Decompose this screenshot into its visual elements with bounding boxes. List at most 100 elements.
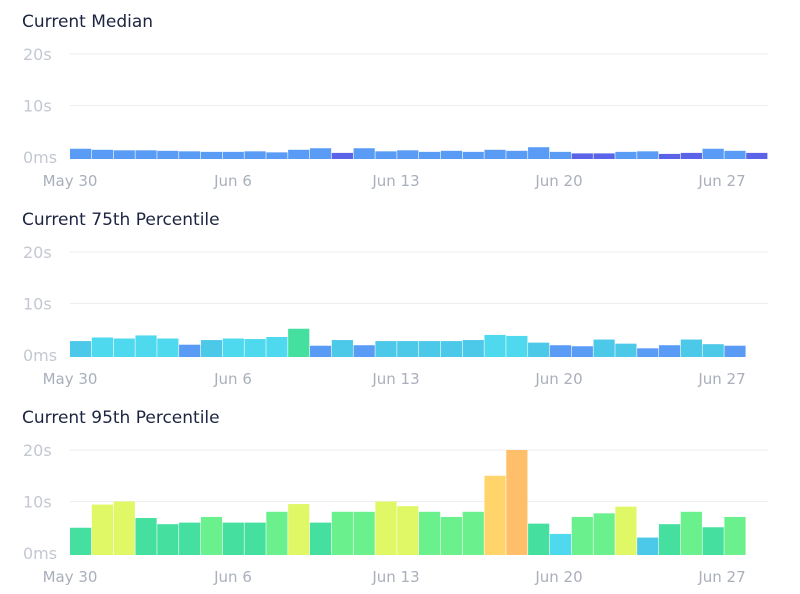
bar[interactable] — [135, 517, 157, 555]
bar[interactable] — [309, 522, 332, 555]
bar[interactable] — [397, 341, 419, 357]
bar[interactable] — [702, 148, 724, 159]
bar[interactable] — [702, 527, 724, 555]
bar[interactable] — [506, 335, 528, 357]
bar[interactable] — [593, 153, 615, 159]
bar[interactable] — [157, 338, 179, 357]
bar[interactable] — [91, 504, 114, 555]
bar[interactable] — [528, 523, 550, 555]
bar-chart-median: 0ms 10s 20s May 30 Jun 6 Jun 13 Jun 20 Jun 27 — [23, 45, 768, 190]
bar[interactable] — [440, 150, 463, 159]
bar[interactable] — [309, 345, 332, 357]
bar[interactable] — [157, 150, 179, 159]
bar[interactable] — [419, 511, 441, 555]
bar[interactable] — [353, 511, 375, 555]
bar[interactable] — [419, 151, 441, 159]
bar[interactable] — [397, 506, 419, 555]
bar[interactable] — [506, 150, 528, 159]
bar[interactable] — [179, 344, 201, 357]
bar[interactable] — [484, 334, 506, 357]
bar[interactable] — [724, 516, 746, 555]
bar[interactable] — [571, 516, 593, 555]
bar[interactable] — [549, 533, 572, 555]
bar[interactable] — [266, 336, 288, 357]
bar[interactable] — [288, 328, 310, 357]
bar[interactable] — [288, 149, 310, 159]
bar[interactable] — [375, 341, 397, 357]
bar[interactable] — [658, 524, 681, 555]
x-tick-label: Jun 20 — [534, 370, 582, 388]
bar[interactable] — [91, 149, 114, 159]
bar[interactable] — [593, 513, 615, 555]
bar[interactable] — [440, 341, 463, 357]
bar[interactable] — [484, 475, 506, 555]
bar[interactable] — [571, 346, 593, 357]
bar[interactable] — [353, 148, 375, 159]
bar[interactable] — [135, 150, 157, 159]
x-tick-label: Jun 20 — [534, 172, 582, 190]
bar[interactable] — [113, 150, 135, 159]
bar[interactable] — [244, 339, 266, 357]
bar[interactable] — [615, 151, 637, 159]
bar[interactable] — [244, 151, 266, 159]
bar[interactable] — [222, 338, 244, 357]
bar[interactable] — [157, 524, 179, 555]
bar[interactable] — [244, 522, 266, 555]
bar[interactable] — [135, 335, 157, 357]
bar[interactable] — [549, 151, 572, 159]
bar[interactable] — [484, 149, 506, 159]
bar[interactable] — [637, 537, 659, 555]
bar[interactable] — [658, 153, 681, 159]
bar[interactable] — [462, 151, 484, 159]
chart-panel-median: Current Median 0ms 10s 20s May 30 Jun 6 Jun 1… — [0, 0, 800, 198]
bar[interactable] — [724, 150, 746, 159]
bar[interactable] — [615, 506, 637, 555]
bar[interactable] — [593, 339, 615, 357]
bar[interactable] — [462, 340, 484, 357]
bar[interactable] — [680, 152, 702, 159]
bar[interactable] — [70, 341, 92, 357]
bar[interactable] — [375, 151, 397, 159]
bar[interactable] — [222, 522, 244, 555]
bar[interactable] — [506, 450, 528, 555]
bar[interactable] — [746, 152, 768, 159]
bar[interactable] — [637, 151, 659, 159]
bar[interactable] — [528, 147, 550, 159]
bar[interactable] — [309, 148, 332, 159]
bar[interactable] — [179, 151, 201, 159]
bar[interactable] — [200, 151, 223, 159]
bar[interactable] — [70, 148, 92, 159]
bar[interactable] — [288, 504, 310, 555]
bar[interactable] — [440, 516, 463, 555]
bar[interactable] — [680, 511, 702, 555]
bar[interactable] — [724, 345, 746, 357]
y-tick-label: 10s — [23, 493, 52, 512]
bar[interactable] — [397, 150, 419, 159]
bar[interactable] — [266, 152, 288, 159]
bar[interactable] — [528, 342, 550, 357]
bar[interactable] — [331, 511, 353, 555]
bar[interactable] — [419, 341, 441, 357]
bar[interactable] — [91, 337, 114, 357]
bar[interactable] — [113, 501, 135, 556]
bar[interactable] — [680, 339, 702, 357]
bar[interactable] — [462, 511, 484, 555]
bar[interactable] — [375, 501, 397, 556]
bar[interactable] — [571, 153, 593, 159]
bar[interactable] — [222, 151, 244, 159]
bar[interactable] — [70, 527, 92, 555]
bar[interactable] — [331, 340, 353, 357]
bar[interactable] — [637, 348, 659, 357]
bar[interactable] — [113, 338, 135, 357]
bar[interactable] — [179, 522, 201, 555]
y-tick-label: 0ms — [23, 148, 57, 167]
bar[interactable] — [549, 345, 572, 357]
bar[interactable] — [615, 343, 637, 357]
bar[interactable] — [353, 345, 375, 357]
bar[interactable] — [658, 345, 681, 357]
bar[interactable] — [702, 344, 724, 357]
bar[interactable] — [200, 340, 223, 357]
bar[interactable] — [200, 516, 223, 555]
bar[interactable] — [331, 152, 353, 159]
bar[interactable] — [266, 511, 288, 555]
